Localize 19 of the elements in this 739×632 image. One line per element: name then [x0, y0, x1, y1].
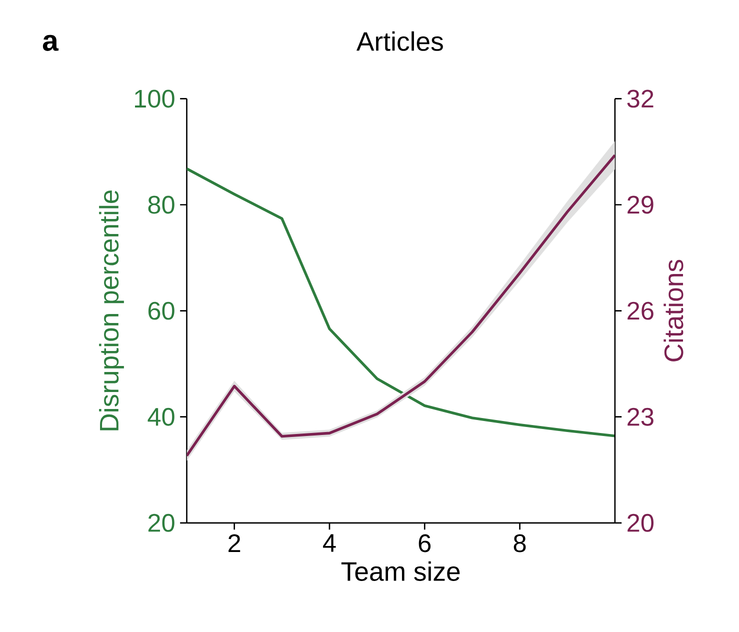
x-axis-title: Team size — [341, 561, 460, 581]
x-tick-label: 4 — [323, 534, 336, 552]
x-tick-label: 8 — [514, 534, 526, 552]
y2-tick-label: 26 — [628, 302, 654, 320]
y-tick-label: 40 — [148, 408, 174, 426]
y-tick-label: 100 — [135, 90, 174, 108]
y2-tick-label: 20 — [628, 514, 654, 532]
y2-tick-label: 23 — [628, 408, 654, 426]
x-tick-label: 2 — [228, 534, 240, 552]
y2-tick-label: 32 — [627, 90, 654, 108]
y-axis-title: Disruption percentile — [99, 190, 124, 430]
x-tick-label: 6 — [418, 534, 431, 552]
y-tick-label: 60 — [148, 302, 174, 320]
y-tick-label: 80 — [148, 196, 174, 214]
y2-tick-label: 29 — [628, 196, 654, 214]
chart-title: Articles — [356, 31, 443, 51]
text: a — [42, 34, 59, 51]
y2-axis-title: Citations — [664, 260, 684, 362]
y-tick-label: 20 — [148, 514, 174, 532]
